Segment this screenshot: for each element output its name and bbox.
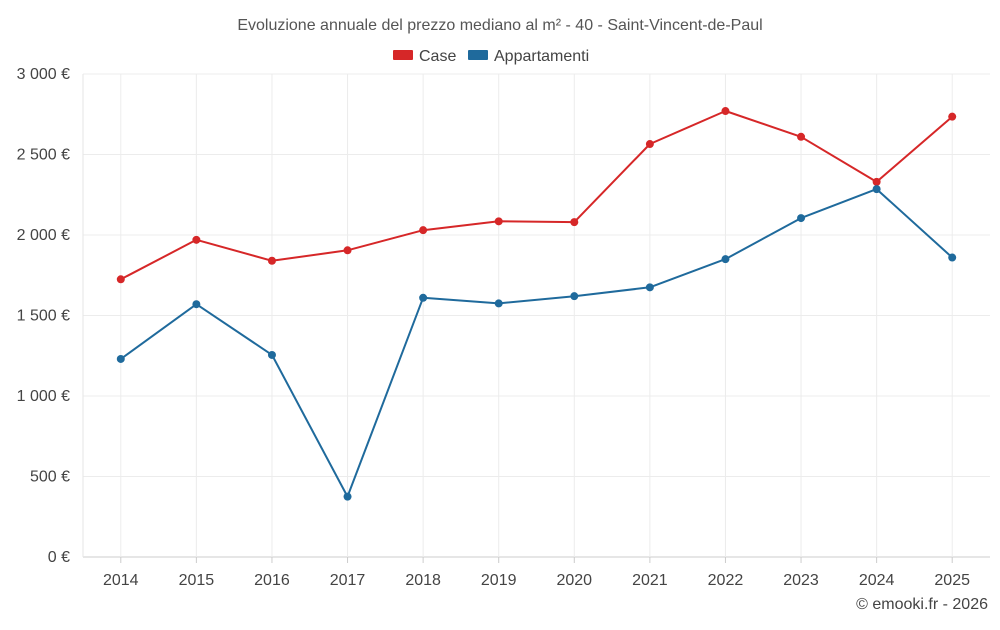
y-axis: 0 € 500 € 1 000 € 1 500 € 2 000 € 2 500 € 3 00… xyxy=(17,66,70,566)
data-point-appartamenti[interactable] xyxy=(948,253,957,262)
series-line-case[interactable] xyxy=(120,110,953,281)
data-point-appartamenti[interactable] xyxy=(721,255,730,264)
chart-title: Evoluzione annuale del prezzo mediano al… xyxy=(237,17,762,34)
data-point-case[interactable] xyxy=(494,217,503,226)
legend-label-appartamenti: Appartamenti xyxy=(494,48,589,65)
data-point-case[interactable] xyxy=(721,107,730,116)
series-line-appartamenti[interactable] xyxy=(120,188,953,498)
y-tick-label: 0 € xyxy=(48,549,70,566)
data-point-appartamenti[interactable] xyxy=(419,293,428,302)
data-point-case[interactable] xyxy=(872,177,881,186)
y-tick-label: 2 000 € xyxy=(17,227,70,244)
legend-item-case[interactable]: Case xyxy=(393,48,456,65)
grid xyxy=(82,73,990,558)
y-tick-label: 3 000 € xyxy=(17,66,70,83)
data-point-case[interactable] xyxy=(797,132,806,141)
x-tick-label: 2023 xyxy=(783,572,819,589)
x-tick-label: 2018 xyxy=(405,572,441,589)
data-point-case[interactable] xyxy=(419,226,428,235)
data-point-case[interactable] xyxy=(645,140,654,149)
x-tick-label: 2014 xyxy=(103,572,139,589)
data-point-appartamenti[interactable] xyxy=(343,492,352,501)
data-point-appartamenti[interactable] xyxy=(267,350,276,359)
data-point-case[interactable] xyxy=(192,235,201,244)
legend-label-case: Case xyxy=(419,48,456,65)
x-tick-label: 2024 xyxy=(859,572,895,589)
data-point-appartamenti[interactable] xyxy=(872,185,881,194)
data-point-appartamenti[interactable] xyxy=(797,214,806,223)
x-tick-label: 2017 xyxy=(330,572,366,589)
legend-item-appartamenti[interactable]: Appartamenti xyxy=(468,48,589,65)
data-point-case[interactable] xyxy=(570,218,579,227)
legend-swatch-appartamenti xyxy=(468,50,488,60)
data-point-case[interactable] xyxy=(343,246,352,255)
y-tick-label: 2 500 € xyxy=(17,147,70,164)
data-point-appartamenti[interactable] xyxy=(570,292,579,301)
data-point-case[interactable] xyxy=(116,275,125,284)
y-tick-label: 1 000 € xyxy=(17,388,70,405)
x-tick-label: 2022 xyxy=(708,572,744,589)
data-point-case[interactable] xyxy=(267,256,276,265)
legend-swatch-case xyxy=(393,50,413,60)
x-tick-label: 2016 xyxy=(254,572,290,589)
y-tick-label: 1 500 € xyxy=(17,308,70,325)
x-axis: 2014 2015 2016 2017 2018 2019 2020 2021 2022 2023… xyxy=(103,557,970,589)
x-tick-label: 2021 xyxy=(632,572,668,589)
y-tick-label: 500 € xyxy=(30,469,70,486)
data-point-appartamenti[interactable] xyxy=(494,299,503,308)
data-point-case[interactable] xyxy=(948,112,957,121)
x-tick-label: 2025 xyxy=(934,572,970,589)
x-tick-label: 2019 xyxy=(481,572,517,589)
x-tick-label: 2015 xyxy=(179,572,215,589)
legend: Case Appartamenti xyxy=(393,48,589,65)
x-tick-label: 2020 xyxy=(556,572,592,589)
series-layer xyxy=(116,107,957,501)
footer-credit: © emooki.fr - 2026 xyxy=(856,596,988,613)
data-point-appartamenti[interactable] xyxy=(192,300,201,309)
data-point-appartamenti[interactable] xyxy=(116,354,125,363)
data-point-appartamenti[interactable] xyxy=(645,283,654,292)
